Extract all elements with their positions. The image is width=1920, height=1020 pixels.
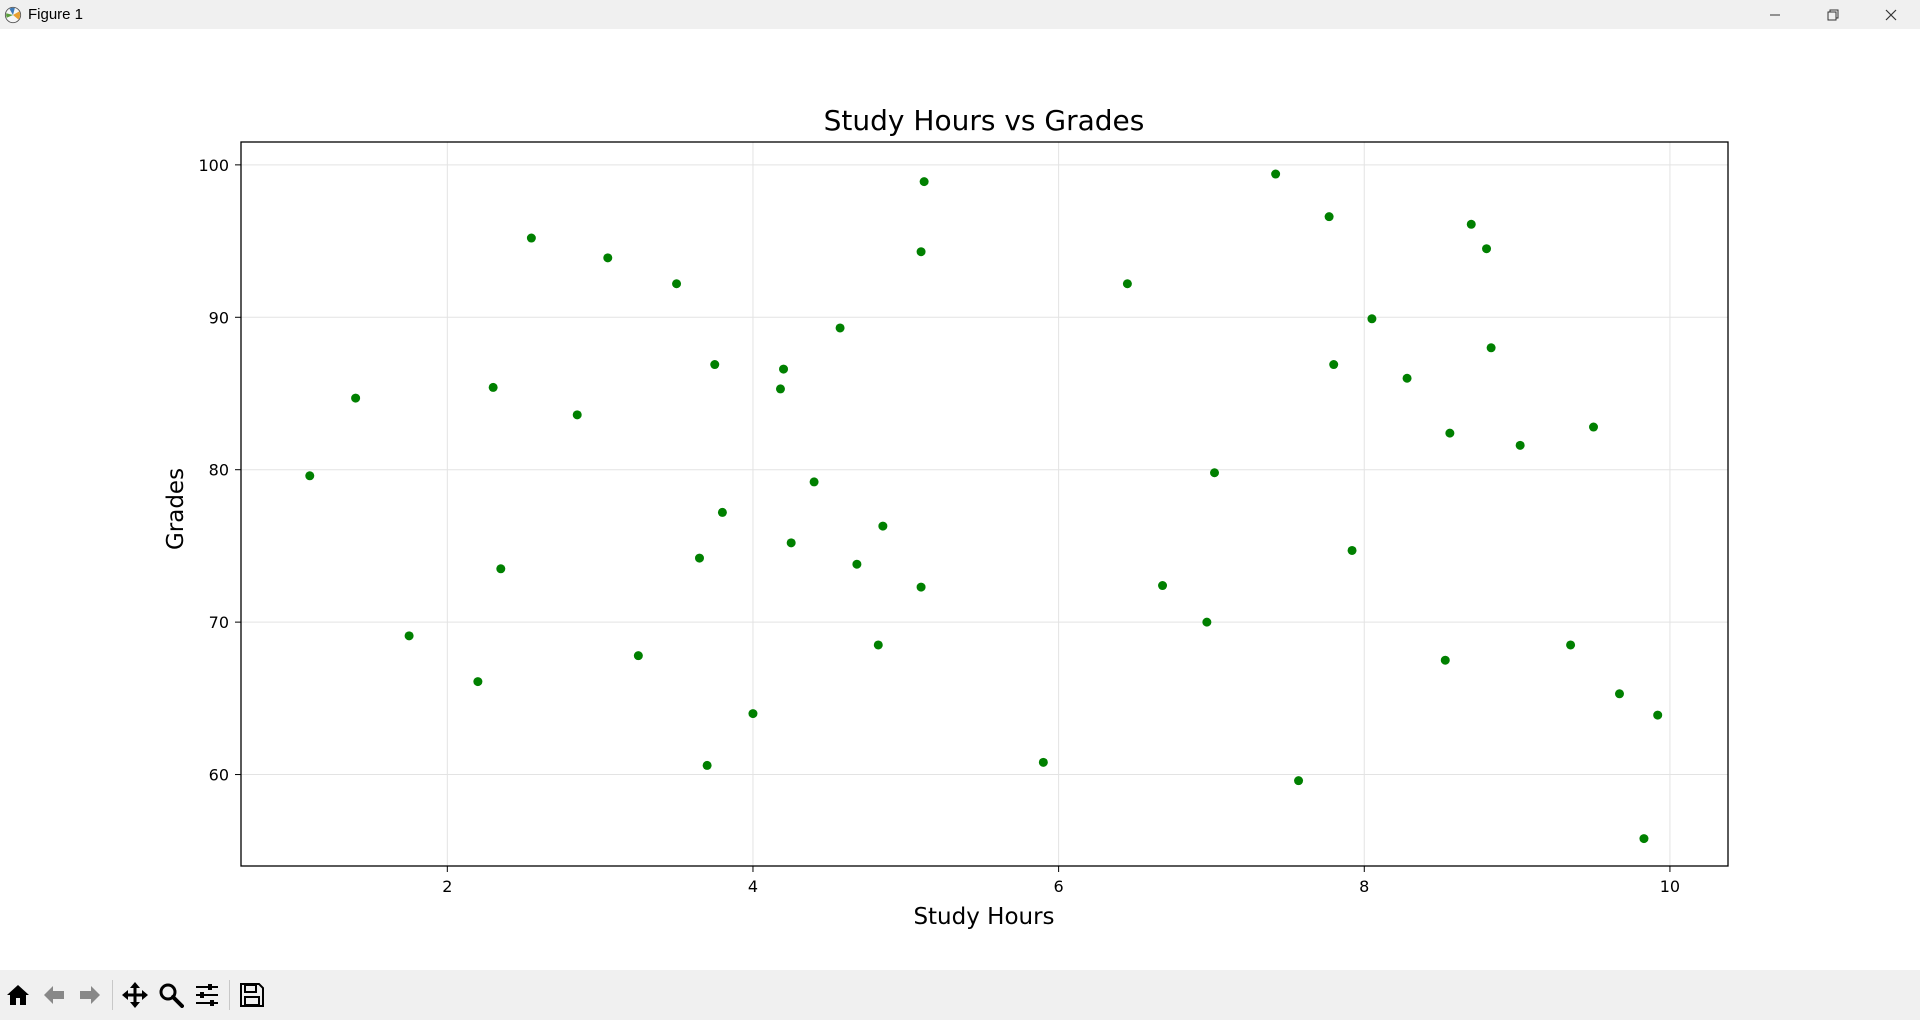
chart-title: Study Hours vs Grades [824,104,1145,137]
grid [241,142,1728,866]
data-point [1515,440,1525,450]
data-point [473,677,483,687]
matplotlib-icon [4,6,22,23]
ticks: 2 4 6 8 10 60 70 80 90 100 [198,156,1680,896]
data-point [1653,710,1663,720]
save-icon [240,983,264,1007]
configure-subplots-icon [196,984,218,1006]
figure-canvas[interactable]: 2 4 6 8 10 60 70 80 90 100 Study Hours vs Grades … [0,29,1920,970]
data-point [919,177,929,187]
minimize-button[interactable] [1746,0,1804,29]
data-point [1271,169,1281,179]
data-point [694,553,704,563]
x-tick-label: 10 [1660,877,1680,896]
data-point [1482,244,1492,254]
data-point [1202,617,1212,627]
y-tick-label: 80 [209,461,229,480]
data-point [1402,373,1412,383]
data-points [305,169,1663,844]
window-titlebar: Figure 1 [0,0,1920,29]
data-point [1466,219,1476,229]
y-tick-label: 70 [209,613,229,632]
restore-icon [1827,9,1839,20]
data-point [1122,279,1132,289]
zoom-icon [159,983,184,1008]
restore-button[interactable] [1804,0,1862,29]
data-point [710,360,720,370]
data-point [878,521,888,531]
x-tick-label: 4 [748,877,758,896]
window-title: Figure 1 [28,6,84,23]
forward-button[interactable] [72,975,108,1015]
data-point [305,471,315,481]
back-arrow-icon [44,986,64,1004]
data-point [1038,757,1048,767]
data-point [786,538,796,548]
configure-subplots-button[interactable] [189,975,225,1015]
back-button[interactable] [36,975,72,1015]
data-point [1347,545,1357,555]
data-point [852,559,862,569]
x-tick-label: 6 [1054,877,1064,896]
home-button[interactable] [0,975,36,1015]
minimize-icon [1770,14,1780,15]
data-point [835,323,845,333]
y-tick-label: 90 [209,308,229,327]
data-point [496,564,506,574]
data-point [1158,581,1168,591]
data-point [1566,640,1576,650]
y-tick-label: 60 [209,766,229,785]
data-point [672,279,682,289]
pan-button[interactable] [117,975,153,1015]
forward-arrow-icon [80,986,100,1004]
data-point [1639,834,1649,844]
data-point [809,477,819,487]
data-point [1329,360,1339,370]
data-point [526,233,536,243]
toolbar-separator [112,980,113,1010]
data-point [916,247,926,257]
data-point [1445,428,1455,438]
axes-frame [240,141,1729,867]
x-axis-label: Study Hours [913,904,1054,930]
zoom-button[interactable] [153,975,189,1015]
pan-icon [122,982,148,1008]
close-button[interactable] [1862,0,1920,29]
y-axis-label: Grades [163,468,189,550]
data-point [404,631,414,641]
x-tick-label: 8 [1359,877,1369,896]
navigation-toolbar [0,970,1920,1020]
window-controls [1746,0,1920,29]
data-point [916,582,926,592]
data-point [1210,468,1220,478]
data-point [633,651,643,661]
data-point [1589,422,1599,432]
data-point [1486,343,1496,353]
data-point [1324,212,1334,222]
data-point [1294,776,1304,786]
data-point [873,640,883,650]
data-point [717,507,727,517]
home-icon [7,985,29,1005]
close-icon [1885,9,1897,20]
data-point [779,364,789,374]
data-point [572,410,582,420]
data-point [775,384,785,394]
data-point [488,382,498,392]
data-point [1614,689,1624,699]
x-tick-label: 2 [442,877,452,896]
data-point [1367,314,1377,324]
data-point [1440,655,1450,665]
data-point [603,253,613,263]
data-point [351,393,361,403]
data-point [748,709,758,719]
toolbar-separator [229,980,230,1010]
y-tick-label: 100 [198,156,229,175]
data-point [702,760,712,770]
save-button[interactable] [234,975,270,1015]
